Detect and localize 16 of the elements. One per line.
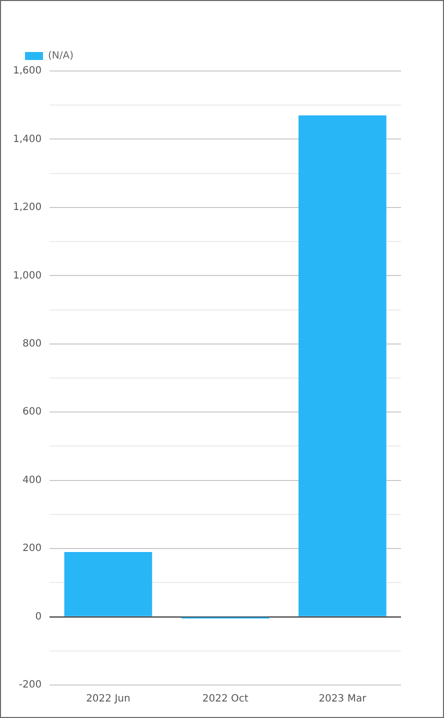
- y-tick-label: 0: [35, 611, 42, 622]
- y-tick-label: 1,600: [12, 66, 42, 77]
- y-tick-label: 1,200: [12, 202, 42, 214]
- y-tick-label: 400: [22, 474, 42, 486]
- y-tick-label: 600: [22, 406, 42, 418]
- x-tick-label: 2023 Mar: [318, 694, 368, 705]
- y-tick-label: -200: [18, 680, 42, 691]
- y-tick-label: 1,400: [12, 134, 42, 145]
- y-tick-label: 1,000: [12, 270, 42, 282]
- bar: [64, 552, 152, 616]
- bar: [298, 115, 386, 616]
- x-tick-label: 2022 Oct: [202, 694, 248, 705]
- x-tick-label: 2022 Jun: [86, 694, 130, 705]
- y-tick-label: 200: [22, 543, 42, 554]
- legend-label: (N/A): [48, 50, 74, 62]
- y-tick-label: 800: [22, 338, 42, 350]
